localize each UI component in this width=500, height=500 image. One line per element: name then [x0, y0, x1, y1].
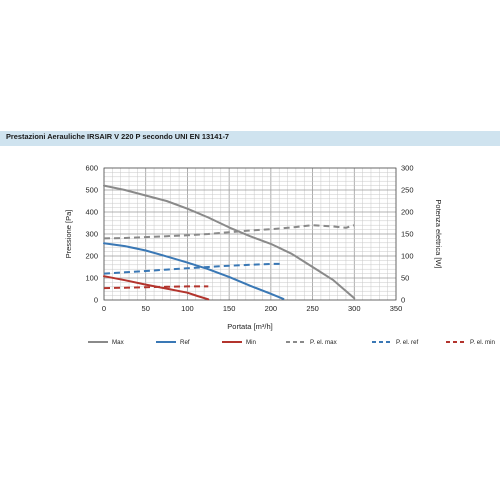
- y-tick-label: 200: [85, 252, 98, 261]
- x-tick-label: 200: [265, 304, 278, 313]
- y-tick-label: 0: [94, 296, 98, 305]
- legend-label: Ref: [180, 339, 190, 346]
- y-axis-label: Pressione [Pa]: [64, 210, 73, 259]
- plot-frame: [103, 167, 397, 301]
- x-tick-label: 350: [390, 304, 403, 313]
- y2-tick-label: 300: [401, 164, 414, 173]
- legend-label: Max: [112, 339, 125, 346]
- series-line-max: [103, 184, 356, 300]
- y-tick-label: 600: [85, 164, 98, 173]
- series-line-p-el-max: [103, 224, 355, 240]
- y-tick-label: 500: [85, 186, 98, 195]
- y2-tick-label: 100: [401, 252, 414, 261]
- x-axis-label: Portata [m³/h]: [227, 322, 272, 331]
- legend-label: P. el. max: [310, 339, 338, 346]
- chart-title-bar: Prestazioni Aerauliche IRSAIR V 220 P se…: [0, 131, 500, 146]
- y2-tick-label: 200: [401, 208, 414, 217]
- x-tick-label: 150: [223, 304, 236, 313]
- y2-axis-label: Potenza elettrica [W]: [434, 199, 443, 268]
- x-tick-label: 250: [306, 304, 319, 313]
- y-tick-label: 100: [85, 274, 98, 283]
- series-line-min: [103, 275, 210, 301]
- series-line-p-el-ref: [103, 262, 284, 275]
- x-tick-label: 100: [181, 304, 194, 313]
- y2-tick-label: 150: [401, 230, 414, 239]
- chart-title: Prestazioni Aerauliche IRSAIR V 220 P se…: [6, 132, 230, 141]
- legend-label: Min: [246, 339, 257, 346]
- y2-tick-label: 50: [401, 274, 409, 283]
- y2-tick-label: 250: [401, 186, 414, 195]
- x-tick-label: 0: [102, 304, 106, 313]
- series-line-p-el-min: [103, 285, 209, 290]
- y-tick-label: 400: [85, 208, 98, 217]
- series-line-ref: [103, 242, 285, 300]
- y-tick-label: 300: [85, 230, 98, 239]
- legend-label: P. el. ref: [396, 339, 419, 346]
- x-tick-label: 50: [142, 304, 150, 313]
- x-tick-label: 300: [348, 304, 361, 313]
- legend-label: P. el. min: [470, 339, 496, 346]
- y2-tick-label: 0: [401, 296, 405, 305]
